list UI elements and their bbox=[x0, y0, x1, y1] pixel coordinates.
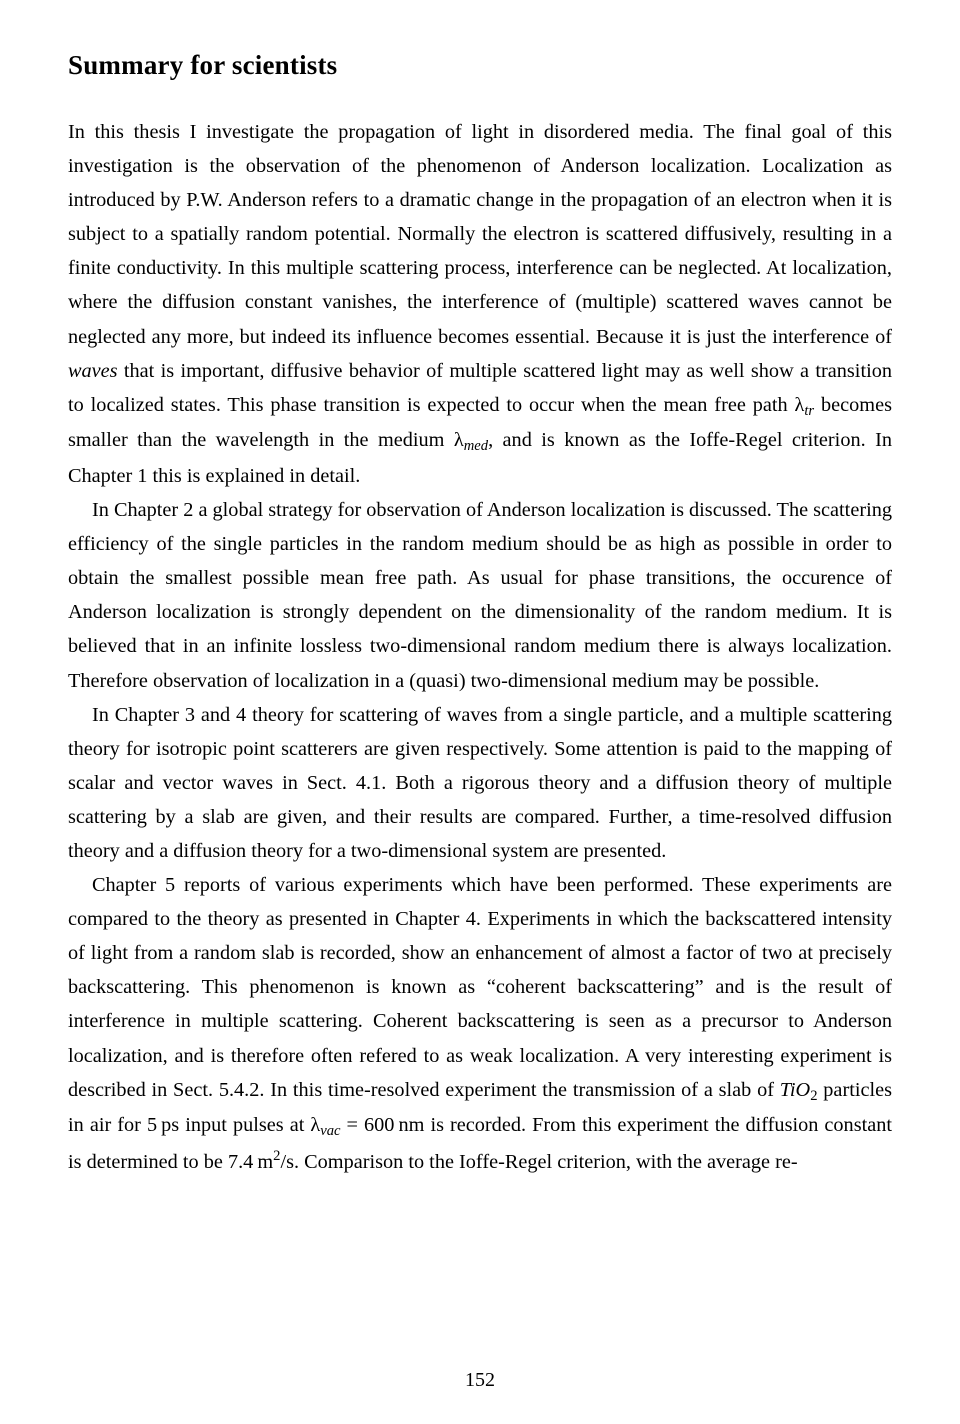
paragraph-3: In Chapter 3 and 4 theory for scattering… bbox=[68, 698, 892, 868]
symbol-lambda-vac-sub: vac bbox=[320, 1123, 340, 1139]
symbol-lambda-tr-sub: tr bbox=[804, 403, 814, 419]
paragraph-4: Chapter 5 reports of various experiments… bbox=[68, 868, 892, 1179]
formula-tio2: TiO2 bbox=[780, 1079, 818, 1101]
paragraph-2: In Chapter 2 a global strategy for obser… bbox=[68, 493, 892, 698]
tio2-subscript: 2 bbox=[810, 1088, 817, 1104]
main-body: In this thesis I investigate the propaga… bbox=[68, 115, 892, 1179]
symbol-lambda-med-sub: med bbox=[464, 438, 488, 454]
tio-text: TiO bbox=[780, 1079, 810, 1101]
page-number: 152 bbox=[0, 1369, 960, 1392]
p4-text-a: Chapter 5 reports of various experiments… bbox=[68, 874, 892, 1101]
paragraph-1: In this thesis I investigate the propaga… bbox=[68, 115, 892, 493]
page-title: Summary for scientists bbox=[68, 50, 892, 81]
p1-text-b: that is important, diffusive behavior of… bbox=[68, 360, 892, 416]
p1-text-a: In this thesis I investigate the propaga… bbox=[68, 121, 892, 348]
p1-emph-waves: waves bbox=[68, 360, 118, 382]
p4-text-d: /s. Comparison to the Ioffe-Regel criter… bbox=[280, 1151, 797, 1173]
